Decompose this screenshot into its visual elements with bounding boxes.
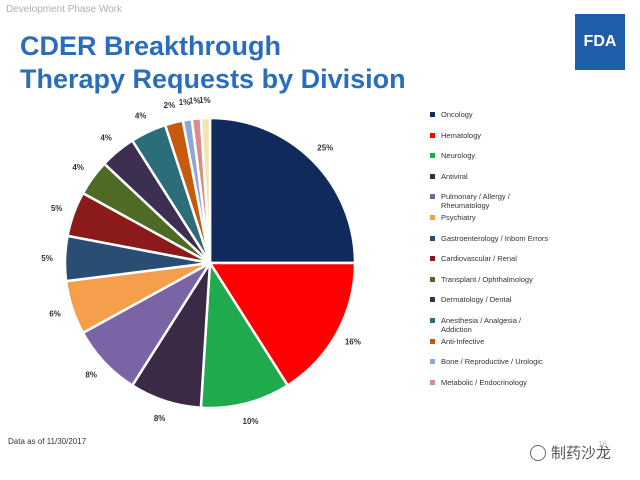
- legend-label: Bone / Reproductive / Urologic: [441, 357, 543, 367]
- legend-swatch: [430, 276, 435, 282]
- legend-item: Hematology: [430, 131, 610, 152]
- legend-label: Neurology: [441, 151, 476, 161]
- slice-value-label: 8%: [85, 371, 97, 380]
- legend-item: Anti-Infective: [430, 337, 610, 358]
- watermark-text: 制药沙龙: [551, 445, 612, 462]
- legend-item: Pulmonary / Allergy / Rheumatology: [430, 192, 610, 213]
- page-number: 16: [598, 440, 607, 449]
- slice-value-label: 5%: [51, 204, 63, 213]
- legend-label: Cardiovascular / Renal: [441, 254, 517, 264]
- legend-item: Antiviral: [430, 172, 610, 193]
- legend-item: Bone / Reproductive / Urologic: [430, 357, 610, 378]
- slice-value-label: 4%: [135, 112, 147, 121]
- page-title: CDER Breakthrough Therapy Requests by Di…: [20, 30, 406, 96]
- legend-label: Antiviral: [441, 171, 468, 181]
- legend-swatch: [430, 132, 435, 138]
- data-date-footnote: Data as of 11/30/2017: [8, 437, 87, 446]
- legend-label: Metabolic / Endocrinology: [441, 377, 527, 387]
- slice-value-label: 8%: [154, 414, 166, 423]
- legend-swatch: [430, 317, 435, 323]
- legend-item: Psychiatry: [430, 213, 610, 234]
- slice-value-label: 10%: [243, 417, 259, 426]
- title-line-2: Therapy Requests by Division: [20, 64, 406, 94]
- legend-label: Dermatology / Dental: [441, 295, 512, 305]
- slice-value-label: 2%: [164, 101, 176, 110]
- pie-slice: [199, 259, 290, 410]
- legend-item: Anesthesia / Analgesia / Addiction: [430, 316, 610, 337]
- legend-swatch: [430, 379, 435, 385]
- slice-value-label: 25%: [317, 144, 333, 153]
- legend-label: Anti-Infective: [441, 336, 485, 346]
- slice-value-label: 5%: [41, 254, 53, 263]
- legend-swatch: [430, 297, 435, 303]
- legend-label: Pulmonary / Allergy / Rheumatology: [441, 192, 510, 211]
- legend-item: Cardiovascular / Renal: [430, 254, 610, 275]
- legend-label: Hematology: [441, 130, 482, 140]
- legend-item: Oncology: [430, 110, 610, 131]
- legend-item: Metabolic / Endocrinology: [430, 378, 610, 399]
- legend-label: Psychiatry: [441, 212, 476, 222]
- slice-value-label: 6%: [49, 309, 61, 318]
- pie-slice: [199, 116, 212, 264]
- legend-label: Transplant / Ophthalmology: [441, 274, 533, 284]
- pie-slice: [208, 116, 357, 265]
- legend-swatch: [430, 214, 435, 220]
- legend-swatch: [430, 338, 435, 344]
- chart-legend: Oncology Hematology Neurology Antiviral Pulm…: [430, 110, 610, 398]
- legend-item: Neurology: [430, 151, 610, 172]
- legend-swatch: [430, 359, 435, 365]
- fda-logo: FDA: [575, 14, 625, 70]
- legend-label: Anesthesia / Analgesia / Addiction: [441, 315, 522, 334]
- legend-item: Gastroenterology / Inbom Errors: [430, 234, 610, 255]
- watermark: 制药沙龙: [530, 442, 611, 463]
- legend-item: Dermatology / Dental: [430, 295, 610, 316]
- slice-value-label: 1%: [199, 96, 211, 105]
- legend-item: Transplant / Ophthalmology: [430, 275, 610, 296]
- legend-swatch: [430, 153, 435, 159]
- slice-value-label: 16%: [345, 338, 361, 347]
- wechat-icon: [530, 444, 546, 461]
- slice-value-label: 1%: [179, 98, 191, 107]
- slice-value-label: 1%: [189, 97, 201, 106]
- slice-value-label: 4%: [100, 133, 112, 142]
- slice-value-label: 4%: [72, 163, 84, 172]
- legend-swatch: [430, 256, 435, 262]
- legend-swatch: [430, 194, 435, 200]
- header-note: Development Phase Work: [6, 4, 122, 15]
- legend-swatch: [430, 173, 435, 179]
- title-line-1: CDER Breakthrough: [20, 31, 282, 61]
- legend-label: Gastroenterology / Inbom Errors: [441, 233, 549, 243]
- legend-label: Oncology: [441, 110, 473, 119]
- legend-swatch: [430, 112, 435, 117]
- legend-swatch: [430, 235, 435, 241]
- pie-slice: [207, 261, 357, 388]
